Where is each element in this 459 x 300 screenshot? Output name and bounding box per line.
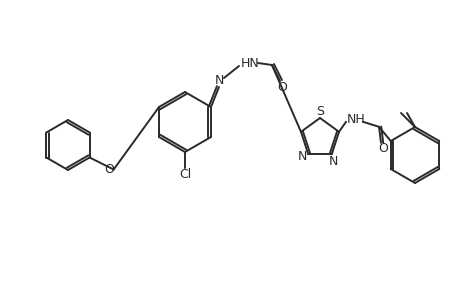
Text: S: S <box>315 104 323 118</box>
Text: Cl: Cl <box>179 167 190 181</box>
Text: N: N <box>328 155 338 168</box>
Text: HN: HN <box>240 56 259 70</box>
Text: N: N <box>297 150 306 163</box>
Text: NH: NH <box>346 113 364 126</box>
Text: O: O <box>105 163 114 176</box>
Text: N: N <box>214 74 223 86</box>
Text: O: O <box>377 142 387 155</box>
Text: O: O <box>276 80 286 94</box>
